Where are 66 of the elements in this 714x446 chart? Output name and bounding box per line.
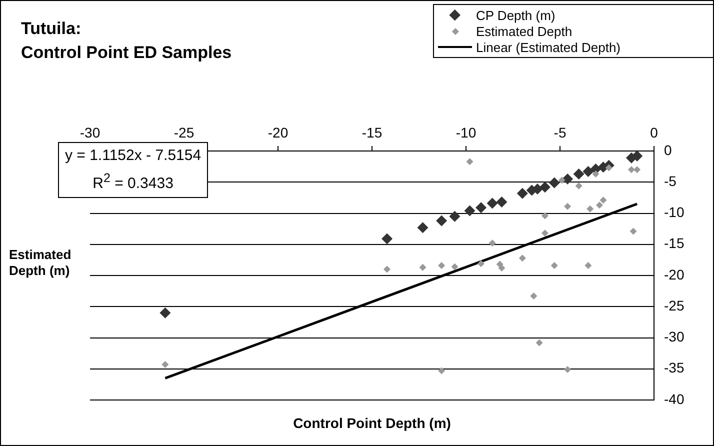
point — [518, 254, 526, 262]
x-tick-label: -25 — [174, 124, 194, 140]
point — [541, 230, 548, 237]
x-tick-label: -5 — [554, 124, 566, 140]
y-tick-label: 0 — [664, 142, 672, 158]
y-tick-label: -30 — [664, 328, 684, 345]
x-tick-label: -10 — [456, 124, 476, 140]
annotation: y = 1.1152x - 7.5154 R$^{2}$ = 0.3433 — [58, 142, 208, 198]
point — [530, 292, 538, 300]
point — [516, 188, 528, 199]
point — [382, 233, 393, 244]
point — [634, 166, 641, 174]
point — [438, 367, 446, 374]
point — [436, 215, 448, 226]
point — [586, 205, 594, 212]
y-tick-label: -5 — [664, 172, 677, 189]
point — [550, 262, 558, 270]
point — [536, 339, 543, 346]
legend-label: Estimated Depth — [476, 24, 572, 38]
point — [632, 151, 643, 162]
point — [160, 307, 171, 318]
point — [384, 266, 391, 273]
point — [630, 228, 637, 235]
point — [476, 202, 487, 214]
point — [498, 264, 506, 272]
y-tick-label: -25 — [664, 297, 684, 314]
point — [541, 212, 548, 220]
point — [600, 196, 607, 204]
legend-label: Linear (Estimated Depth) — [476, 40, 621, 54]
point — [162, 361, 169, 368]
point — [466, 158, 474, 166]
y-tick-label: -35 — [664, 360, 684, 376]
y-axis-title: Estimated Depth (m) — [9, 247, 72, 279]
point — [539, 182, 550, 193]
y-tick-label: -15 — [664, 235, 684, 252]
y-tick-label: -20 — [664, 266, 684, 282]
point — [419, 264, 426, 271]
point — [573, 168, 584, 180]
point — [558, 176, 566, 184]
point — [592, 170, 600, 178]
chart-title: Tutuila: Control Point ED Samples — [21, 18, 232, 64]
point — [575, 182, 582, 190]
point — [628, 166, 635, 174]
point — [584, 262, 592, 270]
point — [582, 166, 594, 178]
point — [496, 196, 508, 208]
y-tick-label: -10 — [664, 204, 684, 220]
point — [564, 366, 572, 373]
legend-label: CP Depth (m) — [476, 8, 556, 22]
point — [564, 202, 572, 210]
point — [486, 198, 498, 209]
x-axis-title: Control Point Depth (m) — [292, 415, 452, 431]
point — [478, 260, 485, 268]
point — [548, 177, 560, 188]
x-tick-label: -20 — [268, 124, 288, 140]
point — [596, 202, 603, 209]
x-tick-label: -15 — [362, 124, 382, 140]
point — [449, 210, 460, 222]
point — [438, 262, 446, 270]
point — [464, 205, 476, 216]
x-tick-label: -30 — [80, 124, 100, 140]
point — [417, 222, 428, 234]
y-tick-label: -40 — [664, 390, 684, 407]
point — [488, 240, 496, 247]
point — [451, 263, 458, 270]
x-tick-label: 0 — [650, 124, 658, 140]
